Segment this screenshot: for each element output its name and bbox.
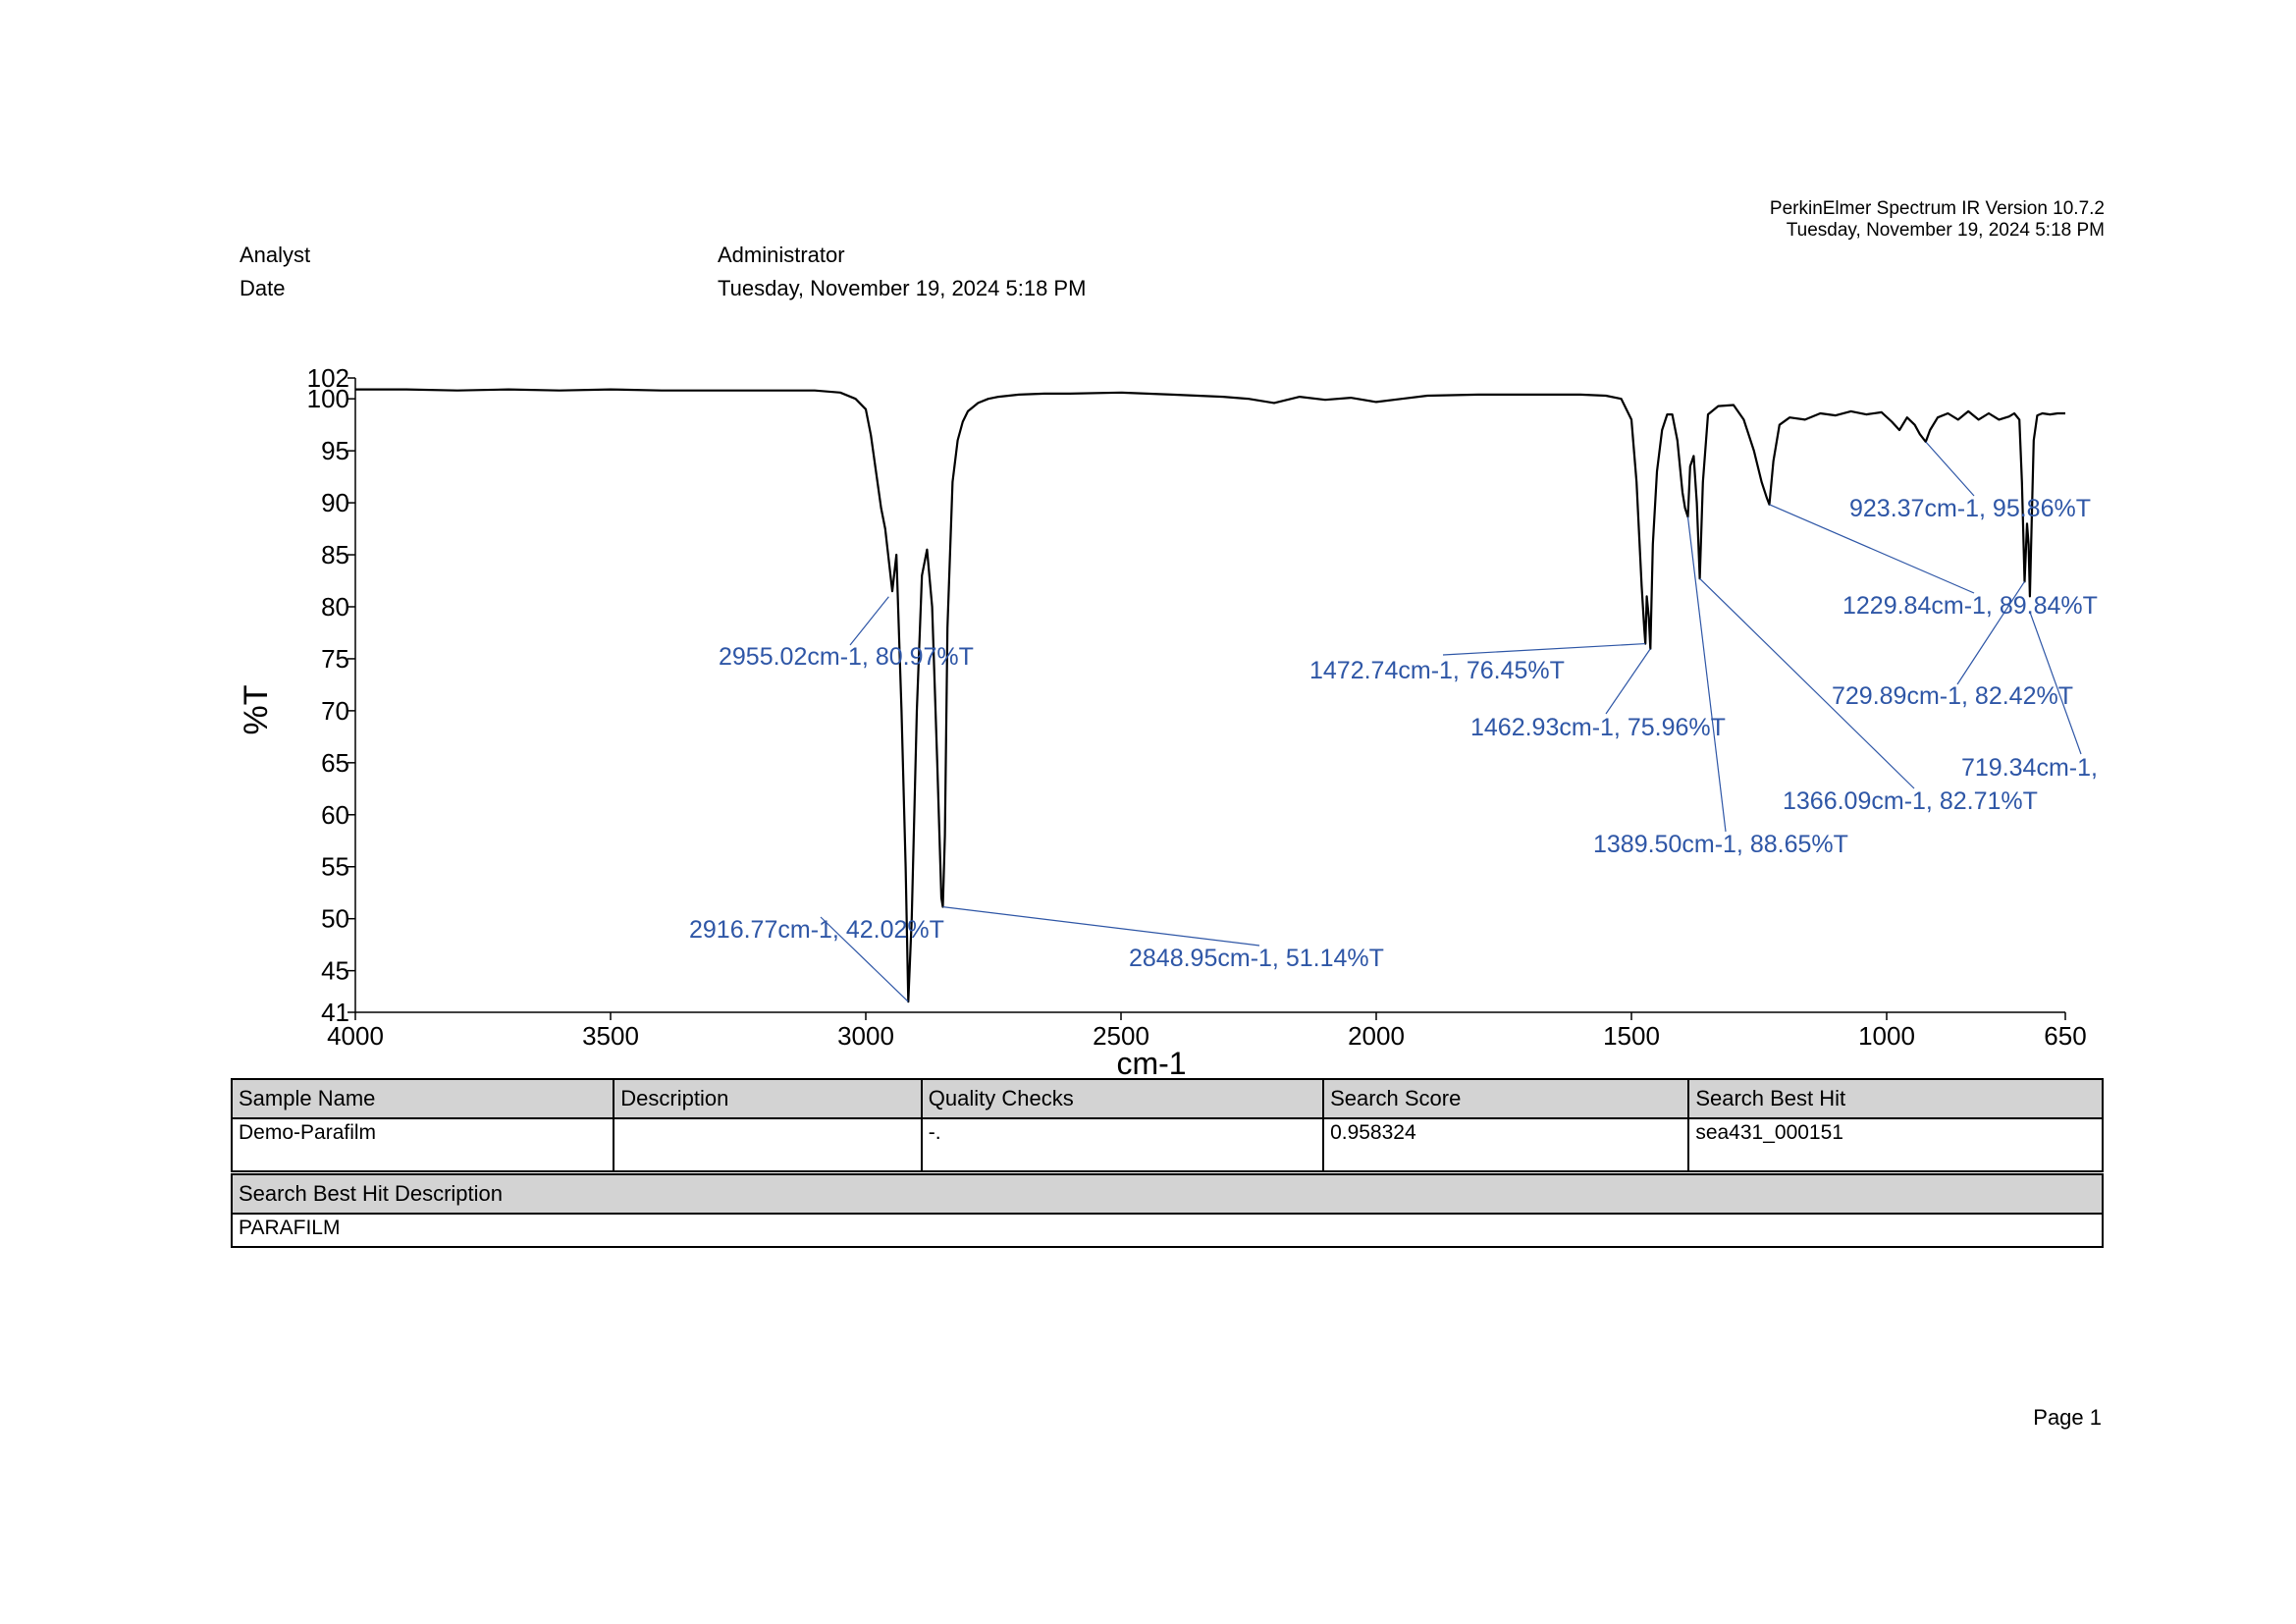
peak-annotation-label: 2955.02cm-1, 80.97%T — [719, 643, 974, 671]
x-tick-label: 3000 — [837, 1021, 894, 1051]
peak-annotation-label: 719.34cm-1, — [1961, 754, 2098, 782]
peak-annotation-label: 2848.95cm-1, 51.14%T — [1129, 945, 1384, 972]
peak-leader-line — [1442, 642, 1646, 656]
y-tick-label: 65 — [321, 748, 349, 778]
y-tick-label: 102 — [307, 363, 349, 393]
peak-annotation-label: 923.37cm-1, 95.86%T — [1849, 495, 2091, 522]
cell-best-hit-description: PARAFILM — [231, 1213, 2104, 1248]
peak-leader-line — [1956, 581, 2025, 685]
y-tick-label: 55 — [321, 852, 349, 882]
report-header: PerkinElmer Spectrum IR Version 10.7.2 T… — [1770, 198, 2105, 242]
description-table: Search Best Hit Description PARAFILM — [231, 1173, 2104, 1248]
results-header-row: Sample Name Description Quality Checks S… — [230, 1078, 2104, 1119]
peak-annotation-label: 1366.09cm-1, 82.71%T — [1783, 787, 2038, 815]
peak-leader-line — [1605, 648, 1651, 715]
report-datetime: Tuesday, November 19, 2024 5:18 PM — [1786, 220, 2105, 241]
y-tick-label: 50 — [321, 904, 349, 934]
col-search-best-hit-description: Search Best Hit Description — [231, 1173, 2104, 1215]
peak-annotation-label: 1229.84cm-1, 89.84%T — [1842, 592, 2098, 620]
col-search-score: Search Score — [1322, 1078, 1690, 1119]
cell-sample-name: Demo-Parafilm — [230, 1117, 615, 1172]
analyst-value: Administrator — [718, 243, 845, 267]
cell-quality-checks: -. — [920, 1117, 1325, 1172]
cell-search-best-hit: sea431_000151 — [1687, 1117, 2104, 1172]
y-tick-label: 100 — [307, 384, 349, 413]
x-tick-label: 3500 — [582, 1021, 639, 1051]
software-version: PerkinElmer Spectrum IR Version 10.7.2 — [1769, 198, 2105, 219]
x-tick-label: 2500 — [1093, 1021, 1149, 1051]
x-tick-label: 2000 — [1348, 1021, 1405, 1051]
table-row: Demo-Parafilm -. 0.958324 sea431_000151 — [230, 1117, 2104, 1172]
y-tick-label: 60 — [321, 800, 349, 830]
col-quality-checks: Quality Checks — [920, 1078, 1325, 1119]
peak-leader-line — [1769, 504, 1975, 594]
peak-leader-line — [849, 596, 889, 646]
table-row: PARAFILM — [231, 1213, 2104, 1248]
cell-description — [613, 1117, 923, 1172]
y-tick-label: 45 — [321, 956, 349, 986]
y-tick-label: 70 — [321, 696, 349, 726]
peak-leader-line — [1925, 441, 1975, 497]
peak-leader-line — [942, 906, 1260, 947]
results-table: Sample Name Description Quality Checks S… — [230, 1078, 2104, 1172]
peak-leader-line — [1699, 577, 1915, 789]
y-tick-label: 85 — [321, 540, 349, 569]
description-header-row: Search Best Hit Description — [231, 1173, 2104, 1215]
col-sample-name: Sample Name — [230, 1078, 615, 1119]
y-tick-label: 80 — [321, 592, 349, 622]
peak-annotation-label: 1389.50cm-1, 88.65%T — [1593, 831, 1848, 858]
col-search-best-hit: Search Best Hit — [1687, 1078, 2104, 1119]
date-label: Date — [240, 276, 286, 300]
x-tick-label: 1000 — [1858, 1021, 1915, 1051]
peak-leader-line — [820, 916, 909, 1002]
y-tick-label: 41 — [321, 998, 349, 1027]
peak-leader-line — [1686, 516, 1727, 833]
peak-leader-line — [2029, 612, 2082, 755]
spectrum-line — [355, 388, 2065, 1003]
y-tick-label: 75 — [321, 644, 349, 674]
peak-annotation-label: 1462.93cm-1, 75.96%T — [1470, 714, 1726, 741]
analyst-label: Analyst — [240, 243, 311, 267]
cell-search-score: 0.958324 — [1322, 1117, 1690, 1172]
x-tick-label: 1500 — [1603, 1021, 1660, 1051]
page-number: Page 1 — [2033, 1405, 2102, 1430]
date-value: Tuesday, November 19, 2024 5:18 PM — [718, 276, 1087, 300]
x-axis-label: cm-1 — [1116, 1046, 1186, 1080]
x-tick-label: 4000 — [327, 1021, 384, 1051]
y-tick-label: 95 — [321, 436, 349, 465]
col-description: Description — [613, 1078, 923, 1119]
peak-annotation-label: 1472.74cm-1, 76.45%T — [1309, 657, 1565, 684]
x-tick-label: 650 — [2044, 1021, 2086, 1051]
peak-annotation-label: 729.89cm-1, 82.42%T — [1832, 682, 2073, 710]
y-axis-label: %T — [238, 685, 275, 735]
peak-annotation-label: 2916.77cm-1, 42.02%T — [689, 916, 944, 944]
y-tick-label: 90 — [321, 488, 349, 517]
